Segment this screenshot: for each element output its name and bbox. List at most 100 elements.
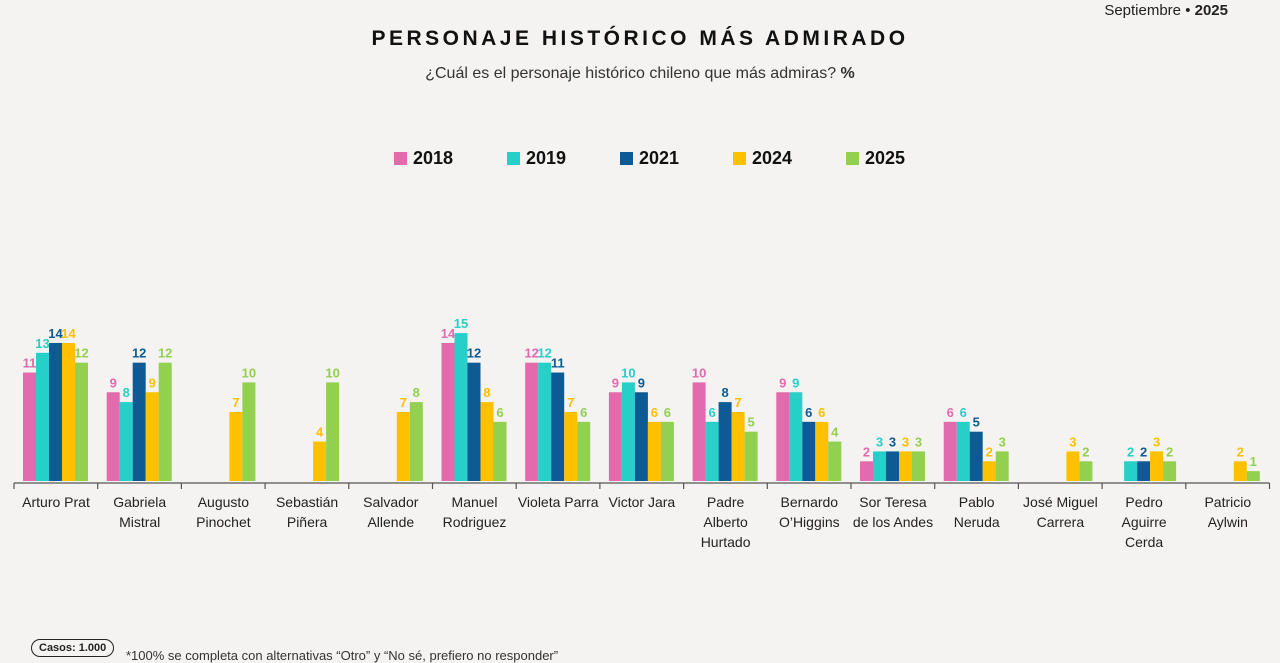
- data-label: 10: [692, 365, 706, 380]
- bar-2019: [956, 421, 970, 481]
- category-label: Bernardo O’Higgins: [778, 494, 840, 530]
- bar-2021: [467, 362, 481, 481]
- bar-2018: [525, 362, 539, 481]
- data-label: 2: [1237, 444, 1244, 459]
- bar-2018: [23, 372, 36, 481]
- category-label: Gabriela Mistral: [113, 494, 167, 530]
- bar-2024: [396, 411, 410, 481]
- data-label: 11: [551, 356, 565, 371]
- data-label: 6: [947, 405, 954, 420]
- data-label: 14: [441, 326, 456, 341]
- bar-2019: [621, 382, 635, 481]
- data-label: 9: [149, 375, 156, 390]
- data-label: 6: [960, 405, 967, 420]
- legend-swatch: [394, 152, 407, 165]
- bar-2025: [75, 362, 88, 481]
- data-label: 6: [805, 405, 812, 420]
- data-label: 8: [413, 385, 420, 400]
- data-label: 8: [483, 385, 490, 400]
- bar-2024: [229, 411, 243, 481]
- data-label: 2: [1082, 444, 1089, 459]
- data-label: 4: [316, 425, 324, 440]
- data-label: 2: [1127, 444, 1134, 459]
- data-label: 8: [123, 385, 130, 400]
- data-label: 12: [524, 346, 538, 361]
- data-label: 5: [747, 415, 754, 430]
- legend-label: 2018: [413, 148, 454, 168]
- bar-2021: [718, 402, 732, 481]
- category-label: José Miguel Carrera: [1023, 494, 1098, 530]
- data-label: 3: [1069, 434, 1076, 449]
- bar-2018: [106, 392, 120, 481]
- data-label: 12: [74, 346, 88, 361]
- bar-2021: [551, 372, 565, 481]
- bar-2024: [731, 411, 745, 481]
- bar-2025: [577, 421, 591, 481]
- bar-2024: [1233, 461, 1247, 481]
- data-label: 9: [110, 375, 117, 390]
- data-label: 7: [567, 395, 574, 410]
- bar-2021: [969, 431, 983, 481]
- bar-2018: [776, 392, 790, 481]
- category-label: Augusto Pinochet: [196, 494, 251, 530]
- legend-label: 2024: [752, 148, 793, 168]
- data-label: 1: [1250, 454, 1257, 469]
- category-label: Manuel Rodriguez: [442, 494, 507, 530]
- bar-2019: [119, 402, 133, 481]
- data-label: 15: [454, 316, 468, 331]
- data-label: 8: [721, 385, 728, 400]
- data-label: 2: [1166, 444, 1173, 459]
- bar-2019: [538, 362, 552, 481]
- bar-2018: [860, 461, 873, 481]
- category-label: Padre Alberto Hurtado: [700, 494, 751, 550]
- bar-2018: [692, 382, 706, 481]
- data-label: 7: [734, 395, 741, 410]
- category-label: Violeta Parra: [517, 494, 599, 510]
- bar-2024: [1066, 451, 1080, 481]
- bar-2025: [828, 441, 842, 481]
- bar-2019: [36, 352, 49, 481]
- bar-2019: [789, 392, 803, 481]
- bar-2021: [132, 362, 146, 481]
- legend-swatch: [620, 152, 633, 165]
- bar-2019: [705, 421, 719, 481]
- data-label: 10: [325, 365, 339, 380]
- data-label: 9: [792, 375, 799, 390]
- data-label: 12: [467, 346, 481, 361]
- data-label: 6: [818, 405, 825, 420]
- data-label: 12: [537, 346, 551, 361]
- bar-2025: [1079, 461, 1093, 481]
- legend-swatch: [733, 152, 746, 165]
- date-label: Septiembre • 2025: [1104, 2, 1228, 19]
- data-label: 9: [779, 375, 786, 390]
- bar-2019: [1124, 461, 1138, 481]
- data-label: 2: [986, 444, 993, 459]
- bar-2024: [145, 392, 159, 481]
- bar-2025: [912, 451, 925, 481]
- bar-2024: [647, 421, 661, 481]
- category-label: Arturo Prat: [22, 494, 90, 510]
- category-label: Sebastián Piñera: [275, 494, 339, 530]
- bar-2025: [660, 421, 674, 481]
- bar-2025: [326, 382, 340, 481]
- bar-2021: [1137, 461, 1151, 481]
- bar-2024: [480, 402, 494, 481]
- bar-2021: [49, 342, 62, 481]
- cases-badge: Casos: 1.000: [31, 639, 115, 657]
- bar-2025: [493, 421, 507, 481]
- chart-subtitle: ¿Cuál es el personaje histórico chileno …: [425, 65, 855, 82]
- data-label: 6: [580, 405, 587, 420]
- bar-2021: [802, 421, 816, 481]
- bar-2019: [454, 333, 468, 481]
- legend-item-2018: 2018: [394, 148, 507, 169]
- bar-2025: [158, 362, 172, 481]
- bar-2025: [1163, 461, 1177, 481]
- legend-label: 2019: [526, 148, 567, 168]
- category-label: Salvador Allende: [363, 494, 419, 530]
- footnote: *100% se completa con alternativas “Otro…: [126, 648, 559, 663]
- bar-2025: [409, 402, 423, 481]
- bar-2024: [899, 451, 912, 481]
- data-label: 6: [496, 405, 503, 420]
- data-label: 2: [1140, 444, 1147, 459]
